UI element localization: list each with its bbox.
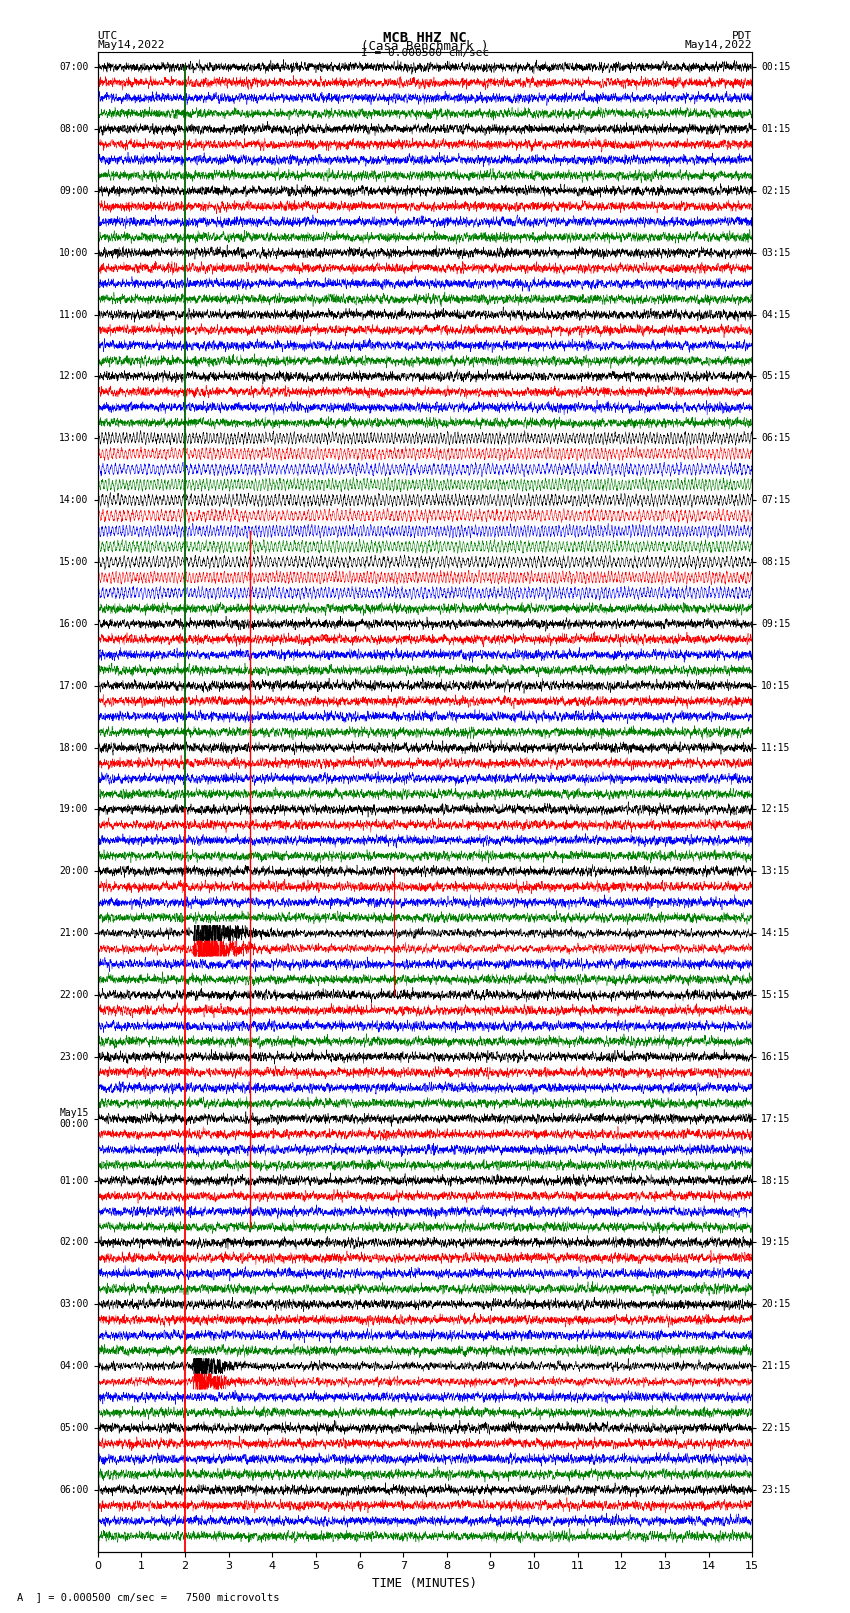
Text: A  ] = 0.000500 cm/sec =   7500 microvolts: A ] = 0.000500 cm/sec = 7500 microvolts [17, 1592, 280, 1602]
Text: MCB HHZ NC: MCB HHZ NC [383, 31, 467, 45]
Text: PDT: PDT [732, 31, 752, 42]
Text: May14,2022: May14,2022 [685, 39, 752, 50]
X-axis label: TIME (MINUTES): TIME (MINUTES) [372, 1578, 478, 1590]
Text: UTC: UTC [98, 31, 118, 42]
Text: May14,2022: May14,2022 [98, 39, 165, 50]
Text: (Casa Benchmark ): (Casa Benchmark ) [361, 39, 489, 53]
Text: I = 0.000500 cm/sec: I = 0.000500 cm/sec [361, 47, 489, 58]
